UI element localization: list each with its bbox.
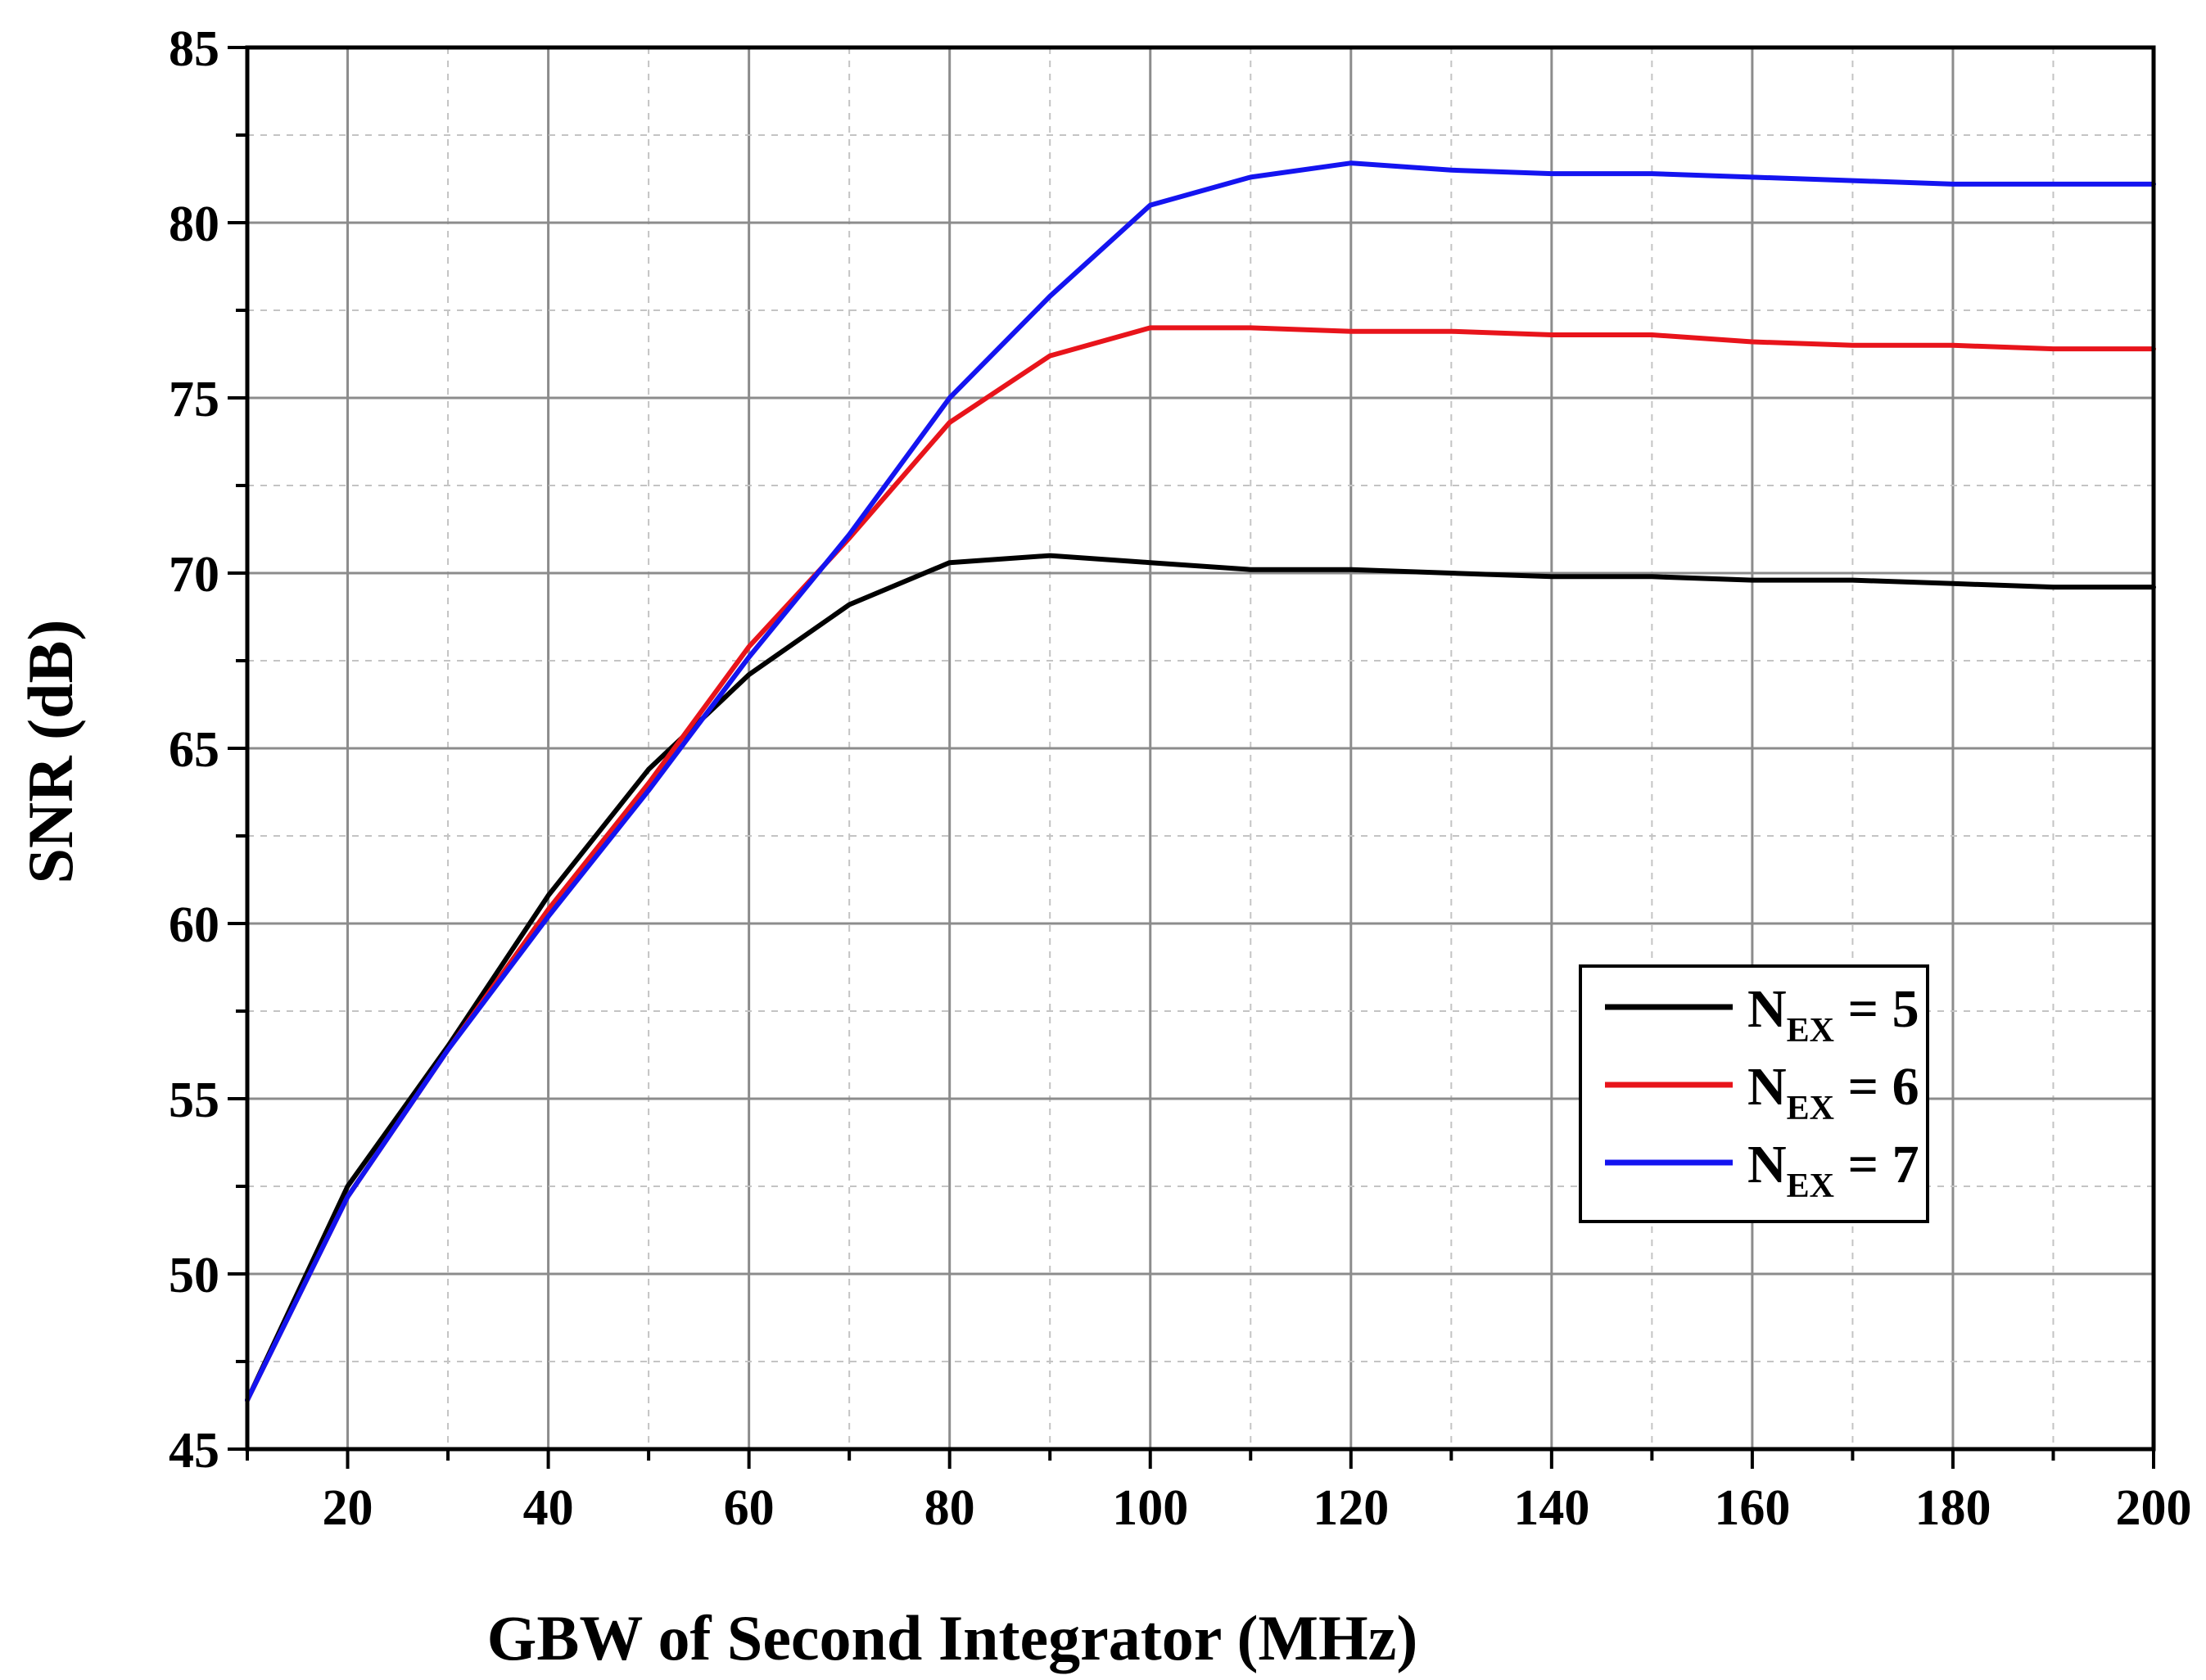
y-tick-label: 65 [169,722,219,778]
y-tick-label: 85 [169,21,219,77]
legend-label-2: NEX = 6 [1747,1057,1919,1127]
series-line-2 [245,325,2156,1403]
x-tick-label: 60 [724,1480,775,1536]
y-tick-label: 45 [169,1423,219,1479]
x-tick-label: 180 [1914,1480,1991,1536]
x-tick-label: 140 [1513,1480,1589,1536]
axis-ticks [228,46,2155,1469]
x-axis-title: GBW of Second Integrator (MHz) [487,1602,1418,1673]
x-tick-label: 200 [2116,1480,2192,1536]
series-line-3 [245,160,2156,1403]
y-axis-title: SNR (dB) [15,620,86,884]
y-tick-label: 75 [169,372,219,427]
legend-label-1: NEX = 5 [1747,979,1919,1050]
y-tick-label: 50 [169,1248,219,1303]
x-tick-label: 160 [1714,1480,1790,1536]
y-tick-label: 60 [169,897,219,953]
y-tick-label: 55 [169,1073,219,1128]
x-tick-label: 100 [1112,1480,1188,1536]
x-tick-labels: 20 40 60 80 100 120 140 160 180 200 [323,1480,2192,1536]
x-tick-label: 20 [323,1480,373,1536]
y-tick-labels: 45 50 55 60 65 70 75 80 85 [169,21,219,1479]
x-tick-label: 40 [523,1480,574,1536]
legend-label-3: NEX = 7 [1747,1135,1919,1205]
x-tick-label: 80 [924,1480,975,1536]
series-line-1 [245,553,2156,1403]
y-tick-label: 80 [169,196,219,252]
x-tick-label: 120 [1313,1480,1389,1536]
series-lines [245,160,2156,1403]
y-tick-label: 70 [169,547,219,603]
